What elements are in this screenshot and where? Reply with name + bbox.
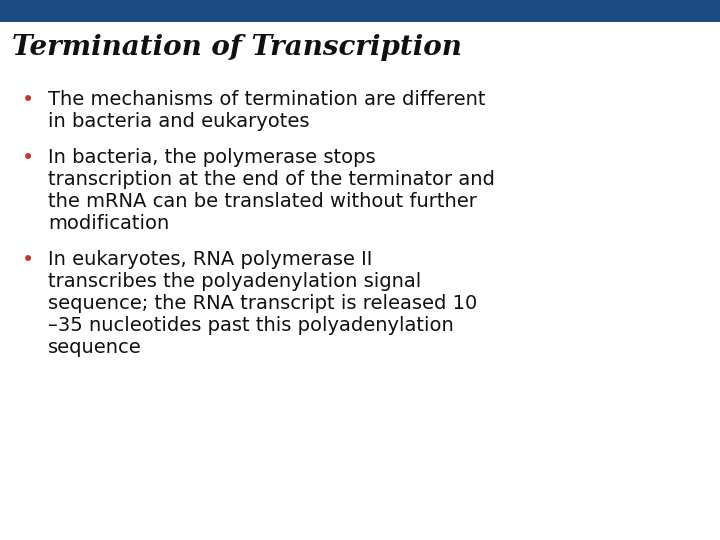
Text: transcribes the polyadenylation signal: transcribes the polyadenylation signal	[48, 272, 421, 291]
Text: The mechanisms of termination are different: The mechanisms of termination are differ…	[48, 90, 485, 109]
Text: the mRNA can be translated without further: the mRNA can be translated without furth…	[48, 192, 477, 211]
Text: sequence: sequence	[48, 338, 142, 357]
Text: •: •	[22, 148, 34, 168]
Text: modification: modification	[48, 214, 169, 233]
Text: •: •	[22, 90, 34, 110]
Text: In eukaryotes, RNA polymerase II: In eukaryotes, RNA polymerase II	[48, 250, 372, 269]
Text: –35 nucleotides past this polyadenylation: –35 nucleotides past this polyadenylatio…	[48, 316, 454, 335]
Text: In bacteria, the polymerase stops: In bacteria, the polymerase stops	[48, 148, 376, 167]
Bar	[0, 0, 720, 22]
Text: Termination of Transcription: Termination of Transcription	[12, 34, 462, 61]
Text: transcription at the end of the terminator and: transcription at the end of the terminat…	[48, 170, 495, 189]
Text: in bacteria and eukaryotes: in bacteria and eukaryotes	[48, 112, 310, 131]
Text: •: •	[22, 250, 34, 270]
Text: sequence; the RNA transcript is released 10: sequence; the RNA transcript is released…	[48, 294, 477, 313]
